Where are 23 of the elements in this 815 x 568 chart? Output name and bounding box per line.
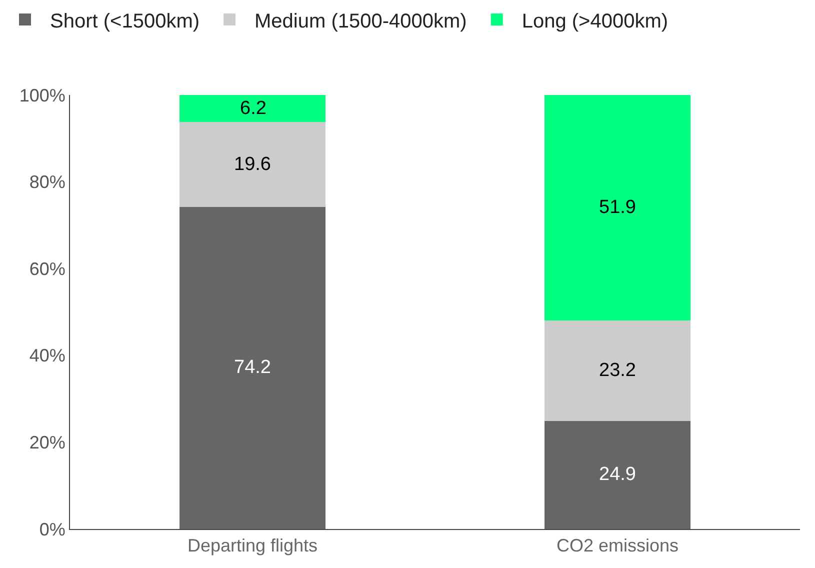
bar <box>180 206 326 529</box>
y-tick-label: 40% <box>29 346 66 366</box>
data-label: 19.6 <box>234 154 271 175</box>
y-tick-label: 20% <box>29 432 66 452</box>
y-tick-label: 0% <box>39 519 66 540</box>
data-label: 74.2 <box>234 357 271 378</box>
legend-label: Medium (1500-4000km) <box>254 10 467 32</box>
legend-label: Long (>4000km) <box>522 10 668 32</box>
y-tick-label: 60% <box>29 258 66 279</box>
y-tick-label: 80% <box>29 172 66 192</box>
data-label: 23.2 <box>599 360 636 381</box>
y-tick-label: 100% <box>19 85 66 106</box>
bar <box>180 95 326 122</box>
bar <box>544 420 690 529</box>
data-label: 6.2 <box>240 98 266 119</box>
bar <box>544 95 690 320</box>
x-tick-label: Departing flights <box>187 536 318 556</box>
data-label: 24.9 <box>599 464 636 485</box>
x-tick-label: CO2 emissions <box>556 536 679 556</box>
data-label: 51.9 <box>599 197 636 218</box>
bar <box>180 122 326 207</box>
bar <box>544 320 690 421</box>
legend-label: Short (<1500km) <box>50 10 200 32</box>
